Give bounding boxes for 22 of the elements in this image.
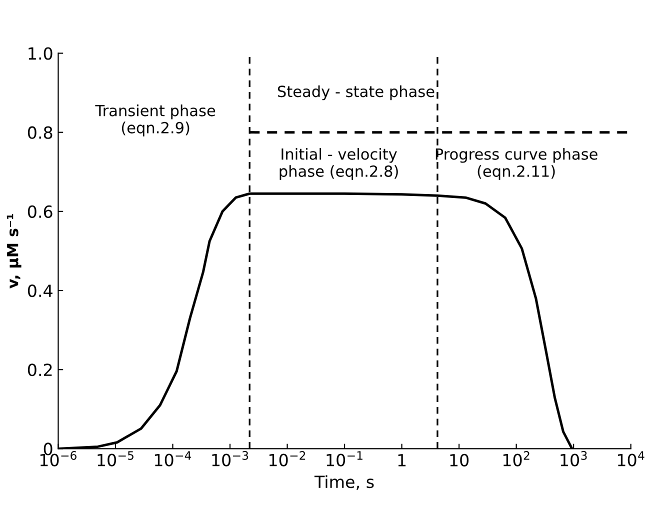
y-tick-label: 1.0 <box>28 47 52 60</box>
x-tick-label: 10$^{−2}$ <box>270 451 306 466</box>
x-tick-label: 10$^{−4}$ <box>154 451 192 466</box>
y-tick-label: 0.4 <box>28 284 52 298</box>
x-axis-title: Time, s <box>314 475 374 490</box>
y-tick-label: 0.2 <box>28 364 52 376</box>
annotation: Initial - velocity phase (eqn.2.8) <box>280 148 398 180</box>
x-tick-label: 10$^{3}$ <box>560 451 587 466</box>
annotation: Progress curve phase (eqn.2.11) <box>436 148 598 180</box>
y-tick-label: 0.6 <box>28 205 52 218</box>
y-tick-label: 0.8 <box>28 126 52 139</box>
x-tick-label: 10 <box>450 454 469 466</box>
annotation: Transient phase (eqn.2.9) <box>95 104 216 136</box>
y-tick-label: 0 <box>44 442 52 456</box>
x-tick-label: 10$^{−5}$ <box>98 451 134 466</box>
x-tick-label: 10$^{4}$ <box>618 451 644 466</box>
y-axis-title: v, μM s⁻¹ <box>6 214 22 288</box>
x-tick-label: 10$^{−1}$ <box>326 451 362 466</box>
x-tick-label: 1 <box>398 454 406 466</box>
annotation: Steady - state phase <box>278 85 434 100</box>
x-tick-label: 10$^{2}$ <box>503 451 530 466</box>
x-tick-label: 10$^{−3}$ <box>212 451 248 466</box>
